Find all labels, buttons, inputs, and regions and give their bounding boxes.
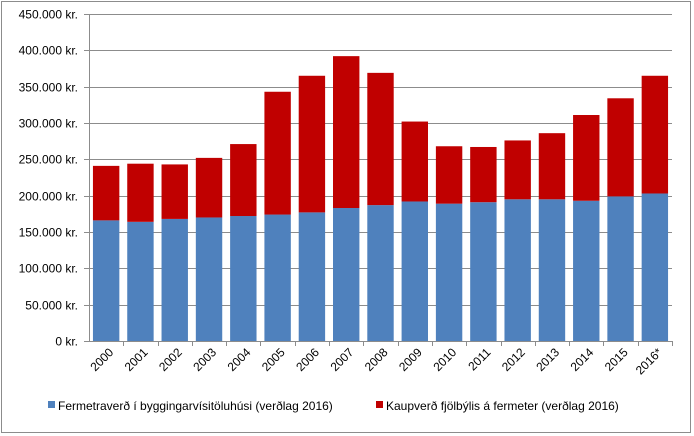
y-tick-label: 150.000 kr. [19,226,78,240]
bar-segment-fermetraverd [367,205,394,341]
bar-segment-kaupverd [127,163,154,222]
bar-segment-fermetraverd [298,212,326,341]
x-tick-label: 2006 [293,345,322,374]
bar-segment-fermetraverd [264,214,291,341]
x-tick-label: 2010 [430,345,459,374]
bars [92,56,669,341]
bar-segment-kaupverd [333,56,360,209]
bar-segment-fermetraverd [504,199,531,341]
bar-segment-fermetraverd [470,202,497,341]
y-tick-label: 0 kr. [55,335,78,349]
bar-segment-fermetraverd [607,196,634,341]
x-tick-label: 2016* [633,345,665,377]
axes [89,14,673,346]
bar-segment-fermetraverd [127,221,154,341]
bar-segment-kaupverd [195,157,223,218]
bar-segment-kaupverd [470,146,497,203]
bar-segment-kaupverd [367,72,394,206]
bar-segment-kaupverd [401,121,428,202]
bar-segment-kaupverd [161,164,188,219]
x-tick-label: 2001 [122,345,151,374]
legend: Fermetraverð í byggingarvísitöluhúsi (ve… [48,399,619,413]
x-axis-tick-labels: 2000 2001 2002 2003 2004 2005 2006 2007 2008 2009… [87,345,665,377]
x-tick-label: 2009 [396,345,425,374]
x-tick-label: 2005 [259,345,288,374]
bar-segment-fermetraverd [161,218,188,341]
bar-segment-fermetraverd [401,201,428,341]
bar-segment-kaupverd [264,91,291,215]
bar-segment-kaupverd [538,133,566,200]
bar-segment-fermetraverd [92,220,120,341]
bar-segment-kaupverd [298,75,326,213]
x-tick-label: 2007 [328,345,357,374]
legend-swatch [48,401,55,408]
y-tick-label: 350.000 kr. [19,81,78,95]
bar-segment-fermetraverd [573,200,600,341]
x-tick-label: 2003 [190,345,219,374]
x-tick-label: 2002 [156,345,185,374]
y-axis-tick-labels: 0 kr. 50.000 kr. 100.000 kr. 150.000 kr. 200… [19,8,78,349]
y-tick-label: 50.000 kr. [25,299,78,313]
x-tick-label: 2000 [87,345,116,374]
y-tick-label: 100.000 kr. [19,262,78,276]
y-tick-label: 250.000 kr. [19,153,78,167]
bar-segment-fermetraverd [538,199,566,341]
x-tick-label: 2004 [225,345,254,374]
bar-segment-kaupverd [573,115,600,201]
bar-segment-kaupverd [230,144,257,217]
x-tick-label: 2012 [499,345,528,374]
bar-segment-kaupverd [92,165,120,221]
legend-label: Fermetraverð í byggingarvísitöluhúsi (ve… [58,399,333,413]
bar-segment-fermetraverd [230,216,257,341]
bar-segment-fermetraverd [195,217,223,341]
bar-segment-kaupverd [607,98,634,197]
y-tick-label: 300.000 kr. [19,117,78,131]
x-tick-label: 2008 [362,345,391,374]
y-tick-label: 400.000 kr. [19,44,78,58]
x-tick-label: 2014 [568,345,597,374]
legend-label: Kaupverð fjölbýlis á fermeter (verðlag 2… [386,399,619,413]
x-tick-label: 2015 [602,345,631,374]
x-tick-label: 2011 [465,345,493,373]
x-tick-label: 2013 [533,345,562,374]
legend-swatch [376,401,383,408]
bar-segment-fermetraverd [435,203,463,341]
y-tick-label: 200.000 kr. [19,190,78,204]
bar-segment-fermetraverd [333,208,360,341]
bar-segment-fermetraverd [641,193,669,341]
bar-segment-kaupverd [435,146,463,204]
bar-segment-kaupverd [504,140,531,200]
y-tick-label: 450.000 kr. [19,8,78,22]
bar-segment-kaupverd [641,75,669,194]
